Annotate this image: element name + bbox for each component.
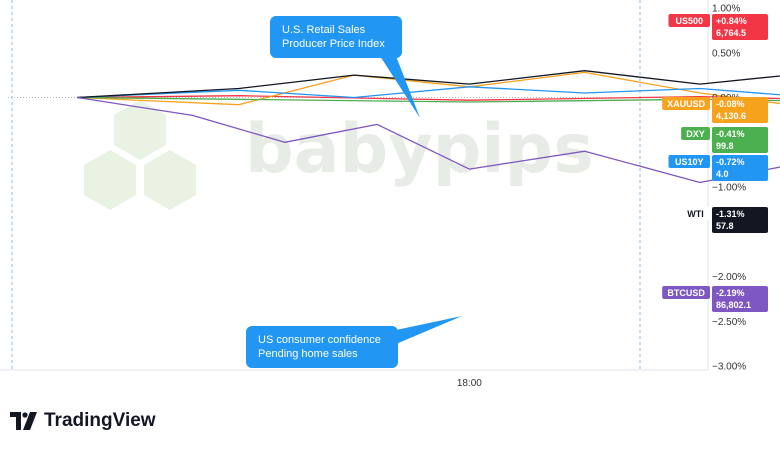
watermark-text: babypips xyxy=(245,110,594,189)
series-badge-dxy: DXY -0.41% 99.8 xyxy=(681,127,768,153)
y-tick-label-4: −2.00% xyxy=(712,272,746,283)
series-name-xauusd: XAUUSD xyxy=(667,99,706,109)
event-callout-0-line-1: Producer Price Index xyxy=(282,38,385,50)
event-callout-0: U.S. Retail Sales Producer Price Index xyxy=(270,16,420,118)
series-badge-us10y: US10Y -0.72% 4.0 xyxy=(668,155,768,181)
series-price-dxy: 99.8 xyxy=(716,141,734,151)
series-badge-xauusd: XAUUSD -0.08% 4,130.6 xyxy=(662,97,768,123)
y-tick-label-5: −2.50% xyxy=(712,317,746,328)
series-price-btcusd: 86,802.1 xyxy=(716,300,751,310)
price-axis: 1.00%0.50%0.00%−1.00%−2.00%−2.50%−3.00% xyxy=(712,4,746,373)
y-tick-label-1: 0.50% xyxy=(712,48,740,59)
event-callout-1-line-0: US consumer confidence xyxy=(258,334,381,346)
chart: babypips 1.00%0.50%0.00%−1.00%−2.00%−2.5… xyxy=(0,0,780,389)
series-change-us10y: -0.72% xyxy=(716,157,745,167)
x-tick-label-0: 18:00 xyxy=(457,378,482,389)
series-change-us500: +0.84% xyxy=(716,16,747,26)
series-change-wti: -1.31% xyxy=(716,209,745,219)
series-change-xauusd: -0.08% xyxy=(716,99,745,109)
watermark-hexagon-1 xyxy=(84,150,136,210)
series-badge-btcusd: BTCUSD -2.19% 86,802.1 xyxy=(662,286,768,312)
y-tick-label-6: −3.00% xyxy=(712,362,746,373)
y-tick-label-3: −1.00% xyxy=(712,183,746,194)
event-callouts: U.S. Retail Sales Producer Price Index US … xyxy=(246,16,462,368)
time-axis: 18:0021:002503:0006:0009:0012:0015:0018:… xyxy=(457,378,482,389)
event-callout-1-line-1: Pending home sales xyxy=(258,348,358,360)
event-callout-0-line-0: U.S. Retail Sales xyxy=(282,24,366,36)
series-change-btcusd: -2.19% xyxy=(716,288,745,298)
series-badges: US500 +0.84% 6,764.5 XAUUSD -0.08% 4,130.6 DXY… xyxy=(662,14,768,312)
series-name-wti: WTI xyxy=(687,209,704,219)
series-change-dxy: -0.41% xyxy=(716,129,745,139)
series-price-us500: 6,764.5 xyxy=(716,28,746,38)
series-price-us10y: 4.0 xyxy=(716,169,729,179)
series-price-wti: 57.8 xyxy=(716,221,734,231)
y-tick-label-0: 1.00% xyxy=(712,4,740,15)
series-badge-us500: US500 +0.84% 6,764.5 xyxy=(668,14,768,40)
babypips-watermark: babypips xyxy=(84,100,594,210)
series-name-dxy: DXY xyxy=(686,129,705,139)
tradingview-wordmark: TradingView xyxy=(44,410,156,431)
series-name-btcusd: BTCUSD xyxy=(667,288,705,298)
event-callout-1: US consumer confidence Pending home sales xyxy=(246,316,462,368)
series-price-xauusd: 4,130.6 xyxy=(716,111,746,121)
series-badge-wti: WTI -1.31% 57.8 xyxy=(681,207,768,233)
tradingview-logo-icon xyxy=(10,412,37,430)
series-name-us10y: US10Y xyxy=(675,157,704,167)
tradingview-footer: TradingView xyxy=(10,410,156,432)
watermark-hexagon-0 xyxy=(114,100,166,160)
watermark-hexagon-2 xyxy=(144,150,196,210)
series-name-us500: US500 xyxy=(675,16,703,26)
